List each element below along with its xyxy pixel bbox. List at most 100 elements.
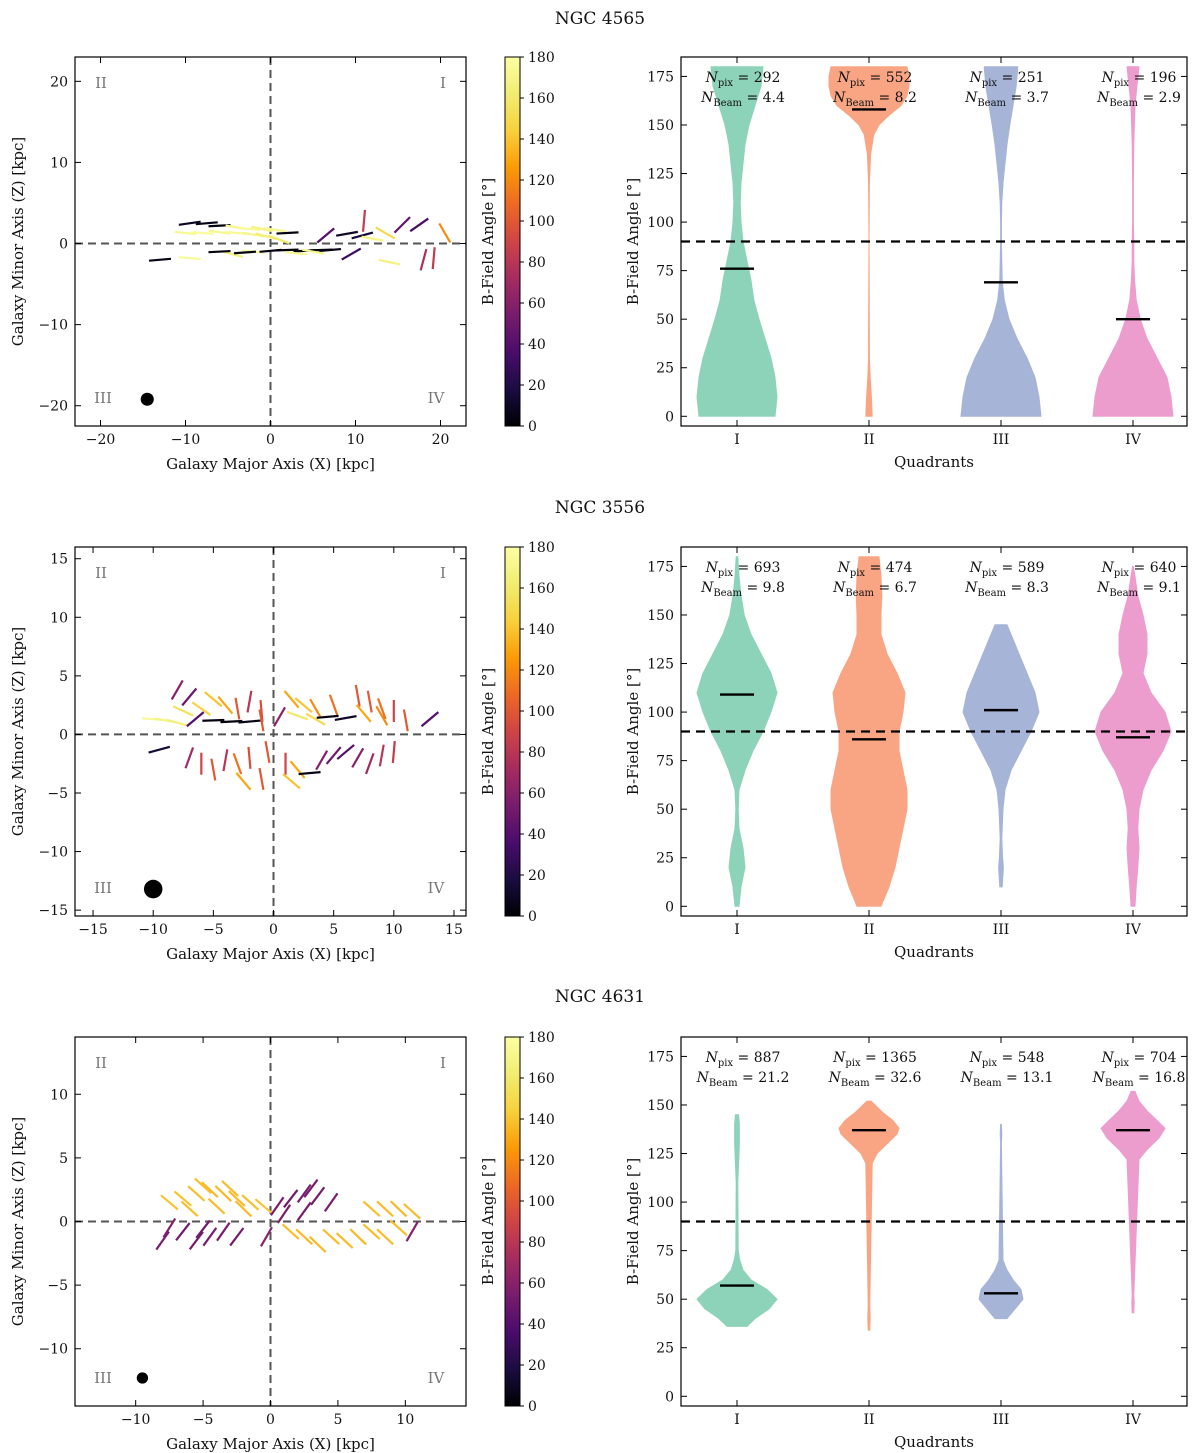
y-tick-label: 25 [656,361,674,377]
b-field-vector [361,235,384,242]
b-field-vector [361,209,367,232]
b-field-vector [335,230,359,237]
x-tick-label: I [734,432,740,448]
x-tick-label: −10 [138,922,168,938]
b-field-vector [335,1232,354,1249]
y-tick-label: 150 [647,1098,674,1114]
n-pix-value: 552 [886,70,913,86]
b-field-vector [402,709,409,732]
galaxy-title: NGC 4631 [555,987,645,1007]
b-field-vector [351,231,374,240]
y-tick-label: −20 [38,399,68,415]
b-field-vector [294,697,313,714]
y-tick-label: 5 [59,1151,68,1167]
quadrant-label-ii: II [95,74,107,92]
n-beam-annotation: NBeam = 8.3 [964,580,1049,599]
n-beam-value: 13.1 [1022,1070,1053,1086]
y-tick-label: 0 [59,237,68,253]
y-axis-label: Galaxy Minor Axis (Z) [kpc] [9,1117,27,1326]
b-field-vector [178,256,201,261]
b-field-vector [315,750,329,771]
n-beam-annotation: NBeam = 9.8 [700,580,785,599]
quadrant-label-iii: III [94,1369,112,1387]
b-field-vector [270,1196,285,1216]
y-tick-label: 50 [656,802,674,818]
b-field-vector [296,1201,312,1221]
x-tick-label: IV [1125,922,1142,938]
n-pix-value: 292 [754,70,781,86]
y-tick-label: 25 [656,1341,674,1357]
colorbar: 0 20 40 60 80 100 120 140 160 180 B-Field Angle [°… [479,50,555,435]
violin-quadrant-i [696,66,778,417]
b-field-vector [216,1222,231,1242]
b-field-vector [222,749,229,772]
y-tick-label: 100 [647,705,674,721]
x-tick-label: I [734,1412,740,1428]
colorbar-tick-label: 160 [528,1071,555,1087]
b-field-vector [296,1183,312,1204]
b-field-vector [283,1189,299,1208]
y-tick-label: 15 [50,552,68,568]
b-field-vector [241,1194,260,1211]
b-field-vector [148,257,172,262]
beam-marker [136,1372,149,1384]
b-field-vector [378,258,401,266]
b-field-vector [195,221,218,226]
b-field-vector [180,1200,199,1217]
b-field-vector [362,1200,381,1217]
b-field-vector [263,227,286,233]
n-beam-annotation: NBeam = 8.2 [832,90,917,109]
x-tick-label: −10 [171,432,201,448]
colorbar-tick-label: 40 [528,827,546,843]
n-beam-annotation: NBeam = 16.8 [1092,1070,1186,1089]
b-field-vector [246,690,253,713]
b-field-vector [303,1178,319,1198]
b-field-vector [309,698,323,719]
violin-quadrant-i [696,556,778,907]
x-axis-label: Galaxy Major Axis (X) [kpc] [166,1435,375,1453]
b-field-vector [264,740,271,764]
colorbar-tick-label: 40 [528,337,546,353]
n-pix-value: 640 [1150,560,1177,576]
n-beam-annotation: NBeam = 13.1 [960,1070,1054,1089]
b-field-vector [276,1204,292,1224]
x-axis-label: Quadrants [894,943,974,961]
n-beam-annotation: NBeam = 9.1 [1096,580,1181,599]
quadrant-label-i: I [440,1054,446,1072]
n-pix-annotation: Npix = 589 [969,560,1045,579]
colorbar-tick-label: 0 [528,1399,537,1415]
violin-quadrant-i [696,1114,778,1327]
quadrant-label-iii: III [94,879,112,897]
y-tick-label: −5 [47,1278,68,1294]
b-field-vector [341,247,362,261]
violin-quadrant-iii [962,624,1040,888]
y-tick-label: −10 [38,318,68,334]
colorbar-tick-label: 120 [528,173,555,189]
n-pix-annotation: Npix = 640 [1101,560,1177,579]
map-frame [74,546,467,917]
y-tick-label: 125 [647,167,674,183]
quadrant-label-iv: IV [428,1369,446,1387]
violin-frame [680,56,1188,427]
colorbar-label: B-Field Angle [°] [479,178,497,305]
y-tick-label: 75 [656,1244,674,1260]
quadrant-label-ii: II [95,564,107,582]
n-beam-value: 6.7 [895,580,917,596]
b-field-vector [351,747,365,768]
b-field-vector [298,771,321,776]
y-tick-label: 5 [59,669,68,685]
colorbar: 0 20 40 60 80 100 120 140 160 180 B-Field Angle [°… [479,540,555,925]
b-field-vector [188,1231,204,1251]
n-pix-annotation: Npix = 887 [705,1050,781,1069]
x-axis-label: Quadrants [894,453,974,471]
y-tick-label: 175 [647,69,674,85]
n-pix-value: 474 [886,560,913,576]
b-field-vector [195,1219,211,1239]
b-field-vector [405,1221,419,1242]
x-tick-label: I [734,922,740,938]
n-pix-annotation: Npix = 474 [837,560,913,579]
x-tick-label: 10 [347,432,365,448]
